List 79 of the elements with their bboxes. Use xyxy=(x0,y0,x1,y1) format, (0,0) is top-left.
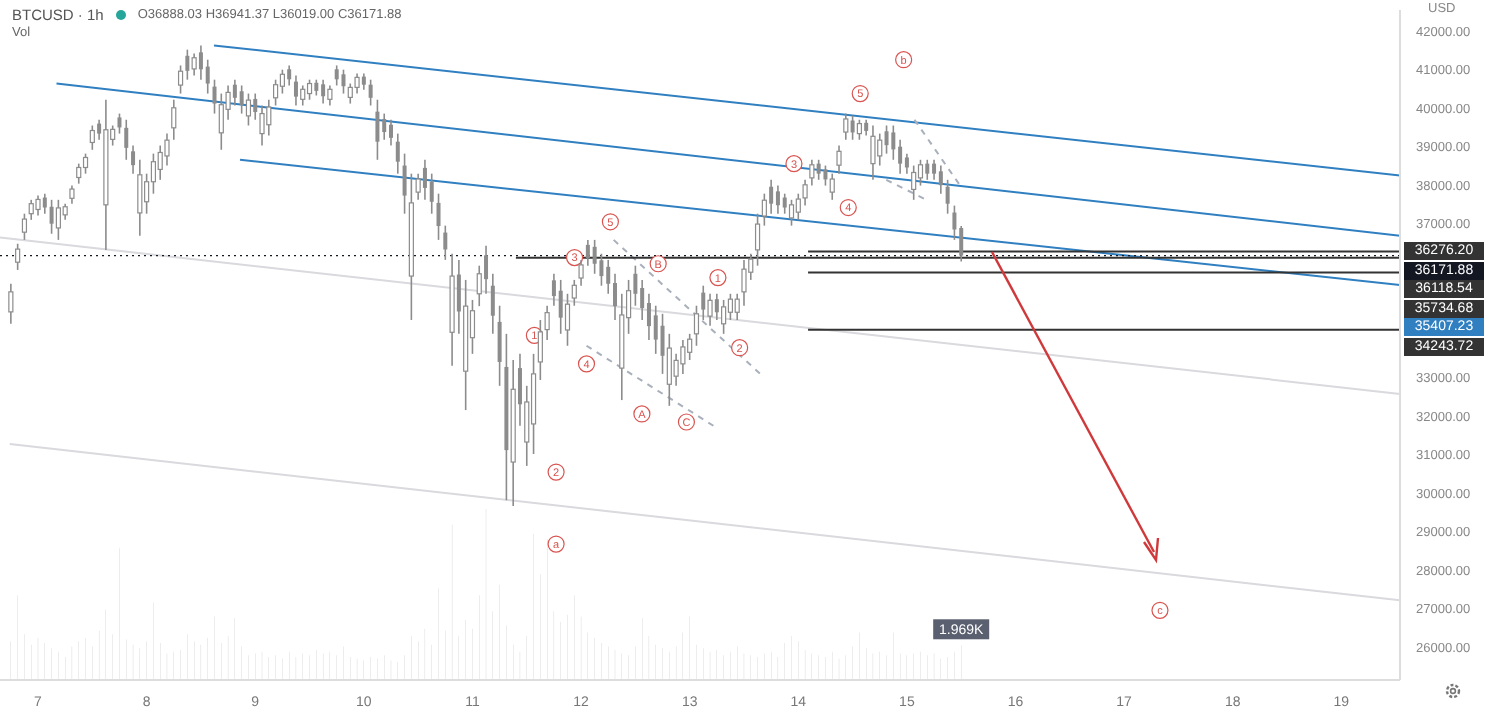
candlestick xyxy=(69,184,75,205)
candlestick xyxy=(429,172,434,215)
candlestick xyxy=(646,292,651,341)
candlestick xyxy=(232,78,237,107)
candlestick xyxy=(932,158,937,181)
candlestick xyxy=(558,279,563,335)
candlestick xyxy=(137,158,143,237)
candlestick xyxy=(727,292,734,321)
candlestick xyxy=(497,304,502,387)
candlestick xyxy=(707,292,713,327)
candlestick xyxy=(185,48,190,81)
candlestick xyxy=(490,272,495,335)
candlestick xyxy=(306,78,313,101)
candlestick xyxy=(287,64,292,87)
candlestick xyxy=(782,192,787,215)
candlestick xyxy=(823,164,828,187)
candlestick xyxy=(769,179,774,215)
candlestick xyxy=(124,118,129,161)
candlestick xyxy=(273,78,279,107)
candlestick xyxy=(395,132,400,175)
candlestick xyxy=(293,74,298,107)
candlestick xyxy=(666,333,672,407)
candlestick xyxy=(884,124,889,155)
candlestick xyxy=(721,299,727,335)
candlestick xyxy=(198,44,203,81)
candlestick xyxy=(850,114,855,141)
candlestick xyxy=(347,82,353,105)
candlestick xyxy=(177,64,184,95)
candlestick xyxy=(321,78,326,105)
candlestick xyxy=(653,304,658,355)
candlestick xyxy=(375,98,380,161)
candlestick xyxy=(836,144,842,175)
candlestick xyxy=(131,144,136,175)
candlestick xyxy=(592,239,597,275)
candlestick xyxy=(775,184,780,215)
candlestick xyxy=(816,158,821,181)
candlestick xyxy=(382,112,387,141)
candlestick xyxy=(191,52,197,77)
candlestick xyxy=(89,124,95,151)
candlestick xyxy=(279,68,285,95)
candlestick xyxy=(714,292,719,321)
candlestick xyxy=(640,279,645,321)
candlestick xyxy=(389,118,393,147)
candlestick xyxy=(49,199,54,235)
candlestick xyxy=(877,132,883,167)
candlestick xyxy=(239,84,244,115)
candlestick xyxy=(925,158,930,181)
candlestick xyxy=(76,162,82,185)
candlestick xyxy=(245,92,252,127)
candlestick xyxy=(150,152,157,195)
candlestick xyxy=(35,194,41,217)
candlestick xyxy=(754,212,761,267)
candlestick xyxy=(938,164,943,195)
candlestick xyxy=(55,199,61,241)
candlestick xyxy=(599,252,604,287)
candlestick xyxy=(829,172,835,201)
candlestick xyxy=(368,78,373,107)
candlestick xyxy=(443,224,448,261)
candlestick xyxy=(327,84,333,107)
candlestick xyxy=(402,152,407,215)
candlestick xyxy=(870,124,876,181)
candlestick xyxy=(484,244,489,295)
candlestick xyxy=(788,199,795,227)
candlestick xyxy=(891,124,896,161)
candlestick xyxy=(334,64,339,87)
candlestick xyxy=(205,58,210,95)
candlestick xyxy=(117,112,122,135)
candlestick xyxy=(341,68,346,95)
candlestick xyxy=(8,282,14,325)
candlestick xyxy=(917,158,924,187)
candlestick xyxy=(422,158,427,201)
candlestick xyxy=(741,259,747,307)
candlestick xyxy=(843,112,849,141)
candlestick xyxy=(898,138,903,175)
candlestick xyxy=(15,242,21,271)
candlestick xyxy=(945,179,950,215)
candlestick xyxy=(436,192,441,241)
candlestick xyxy=(856,118,862,141)
candlestick xyxy=(218,92,224,151)
